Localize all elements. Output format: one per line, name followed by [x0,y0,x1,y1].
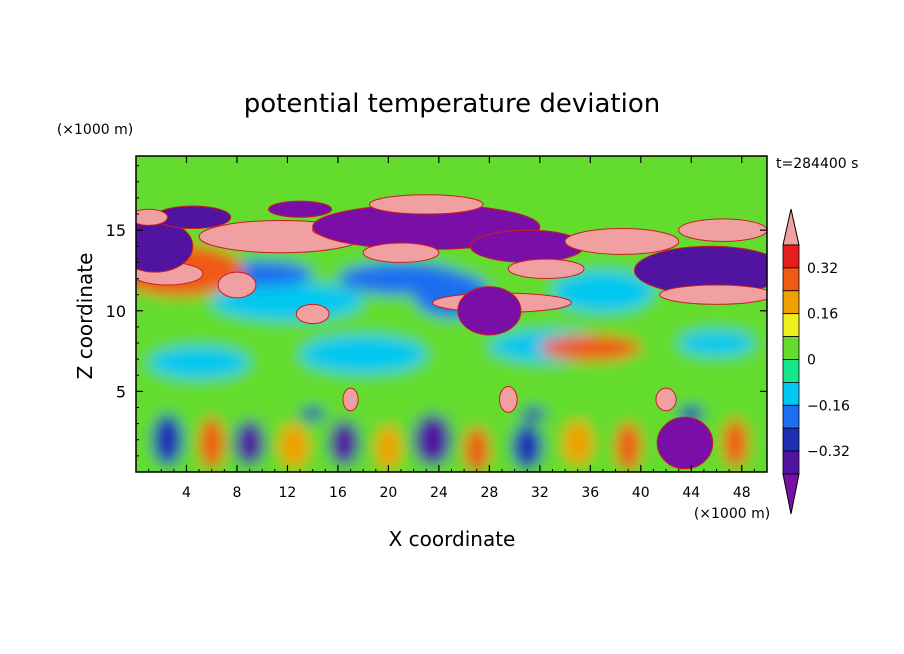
colorbar-extend-low [782,473,800,515]
field-blob [552,270,654,313]
colorbar-bin [782,404,800,429]
y-tick-label: 5 [116,382,126,401]
field-blob [722,418,749,468]
y-tick-label: 15 [106,221,126,240]
field-blob [368,194,484,215]
field-blob [507,258,585,280]
x-axis-label: X coordinate [389,527,516,551]
field-blob [539,334,641,361]
x-tick-label: 28 [480,485,498,501]
field-blob [512,423,543,469]
colorbar-bin [782,427,800,452]
x-tick-label: 44 [682,485,700,501]
x-tick-label: 36 [581,485,599,501]
x-tick-label: 12 [279,485,297,501]
field-blob [498,386,518,413]
field-blob [148,346,250,379]
x-tick-label: 16 [329,485,347,501]
colorbar-bin [782,450,800,475]
field-blob [295,303,330,325]
colorbar-bin [782,267,800,292]
colorbar-bin [782,336,800,360]
colorbar: 0.32 0.16 0 −0.16 −0.32 [782,208,850,515]
colorbar-tick-label: 0.32 [807,261,838,277]
field-blob [655,387,677,412]
field-blob [278,423,309,469]
field-blob [615,422,641,471]
field-blob [562,420,593,466]
field-blob [469,229,585,263]
field-blob [656,416,714,470]
y-axis: 5 10 15 [106,165,767,457]
field-blob [413,413,452,466]
colorbar-bin [782,313,800,338]
colorbar-tick-label: 0.16 [807,307,838,323]
colorbar-tick-label: −0.32 [807,444,850,460]
field-blob [464,426,490,472]
chart-title: potential temperature deviation [244,89,660,119]
x-tick-label: 20 [379,485,397,501]
y-axis-label: Z coordinate [73,253,97,380]
field-blob [217,271,257,299]
field-blob [457,286,522,336]
contour-field [136,156,767,472]
field-blob [564,228,680,255]
x-tick-label: 40 [632,485,650,501]
x-tick-label: 48 [733,485,751,501]
x-tick-label: 4 [182,485,191,501]
field-blob [337,262,465,295]
field-blob [234,420,265,466]
x-axis: 4 8 12 16 20 24 28 32 36 40 44 48 [148,156,755,501]
colorbar-extend-high [782,208,800,246]
colorbar-bin [782,290,800,315]
colorbar-bin [782,359,800,383]
field-blob [329,420,360,466]
field-blob [659,284,767,305]
field-blob [152,413,183,466]
field-blob [342,387,359,412]
colorbar-tick-label: −0.16 [807,398,850,414]
field-blob [375,425,402,471]
x-unit-label: (×1000 m) [694,506,770,522]
field-blob [362,242,440,263]
x-tick-label: 24 [430,485,448,501]
y-unit-label: (×1000 m) [57,122,133,138]
y-tick-label: 10 [106,302,126,321]
field-blob [678,330,755,356]
colorbar-bin [782,244,800,269]
field-blob [136,208,169,226]
x-tick-label: 32 [531,485,549,501]
field-blob [199,417,225,469]
colorbar-bin [782,381,800,406]
colorbar-tick-label: 0 [807,353,816,369]
x-tick-label: 8 [232,485,241,501]
field-blob [268,200,333,218]
field-blob [520,407,547,421]
time-label: t=284400 s [776,156,858,172]
field-blob [300,407,326,421]
field-blob [300,334,427,374]
field-blob [678,218,767,242]
